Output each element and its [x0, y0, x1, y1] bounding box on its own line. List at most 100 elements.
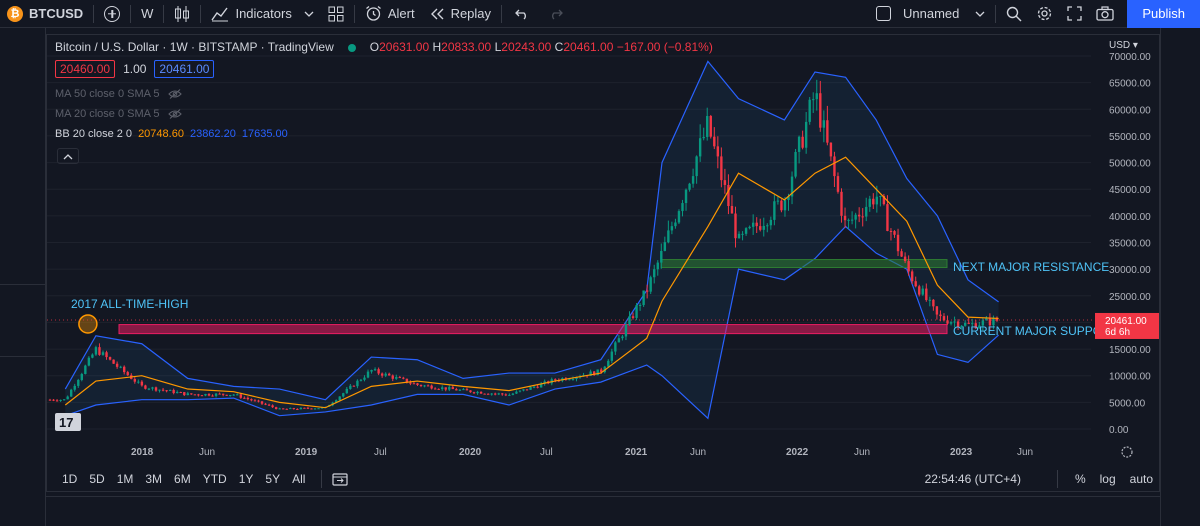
chevron-up-icon [63, 153, 73, 159]
bb-fill [65, 61, 999, 419]
interval-button[interactable]: W [134, 0, 160, 28]
chart-type-button[interactable] [167, 0, 197, 28]
candle-body [211, 395, 214, 397]
divider [1056, 470, 1058, 488]
bb-legend[interactable]: BB 20 close 2 0 20748.60 23862.20 17635.… [55, 128, 288, 140]
undo-button[interactable] [505, 0, 539, 28]
hidden-eye-icon[interactable] [167, 109, 182, 119]
candle-body [349, 385, 352, 389]
symbol-search-button[interactable]: ₿ BTCUSD [0, 0, 90, 28]
range-button[interactable]: All [292, 472, 306, 486]
series-title: Bitcoin / U.S. Dollar · 1W · BITSTAMP · … [55, 40, 334, 54]
tradingview-logo-text: 17 [59, 415, 73, 430]
percent-scale-toggle[interactable]: % [1074, 472, 1086, 486]
candle-body [638, 304, 642, 306]
candle-body [681, 203, 684, 212]
candle-body [172, 389, 175, 394]
buy-button[interactable]: 20461.00 [154, 60, 215, 78]
publish-button[interactable]: Publish [1127, 0, 1200, 28]
candle-body [893, 231, 896, 235]
clock-timezone[interactable]: 22:54:46 (UTC+4) [924, 472, 1021, 486]
time-tick-label: 2022 [786, 447, 809, 458]
candle-body [808, 99, 811, 122]
save-layout-checkbox[interactable] [875, 6, 891, 21]
range-button[interactable]: 1Y [238, 472, 254, 486]
log-scale-toggle[interactable]: log [1099, 472, 1116, 486]
search-button[interactable] [999, 0, 1029, 28]
candle-body [727, 184, 730, 207]
symbol-label: BTCUSD [29, 6, 84, 21]
candle-body [921, 288, 924, 295]
plus-circle-icon [104, 5, 121, 22]
candle-body [338, 396, 341, 401]
ma20-legend[interactable]: MA 20 close 0 SMA 5 [55, 108, 182, 120]
candle-body [140, 381, 144, 386]
candle-body [667, 230, 670, 243]
compare-symbol-button[interactable] [97, 0, 127, 28]
bb-basis-line [64, 156, 999, 409]
divider [353, 4, 355, 23]
candle-body [769, 219, 773, 226]
alert-button[interactable]: Alert [358, 0, 422, 28]
range-button[interactable]: YTD [202, 472, 227, 486]
ath-annotation: 2017 ALL-TIME-HIGH [71, 297, 188, 311]
candle-body [151, 387, 154, 389]
redo-button[interactable] [539, 0, 573, 28]
range-button[interactable]: 5Y [265, 472, 281, 486]
candle-body [278, 408, 281, 410]
support-annotation: CURRENT MAJOR SUPPORT [953, 324, 1119, 338]
candle-body [285, 408, 288, 410]
candle-body [896, 234, 900, 252]
layout-name-button[interactable]: Unnamed [869, 0, 992, 28]
price-chart[interactable]: 2017 ALL-TIME-HIGH NEXT MAJOR RESISTANCE C… [47, 35, 1159, 491]
range-button[interactable]: 6M [174, 472, 191, 486]
templates-button[interactable] [321, 0, 351, 28]
fullscreen-button[interactable] [1060, 0, 1089, 28]
chart-panel[interactable]: 2017 ALL-TIME-HIGH NEXT MAJOR RESISTANCE C… [46, 34, 1160, 492]
candle-body [815, 93, 818, 100]
collapse-legend-button[interactable] [57, 148, 79, 164]
candle-body [137, 381, 140, 383]
candle-body [444, 387, 447, 390]
replay-button[interactable]: Replay [422, 0, 498, 28]
range-button[interactable]: 1M [116, 472, 134, 486]
sell-button[interactable]: 20460.00 [55, 60, 116, 78]
range-button[interactable]: 1D [62, 472, 78, 486]
candle-body [939, 314, 942, 317]
candle-body [66, 396, 69, 400]
candle-body [960, 325, 963, 328]
candle-body [377, 369, 380, 374]
candle-body [384, 373, 387, 376]
auto-scale-toggle[interactable]: auto [1129, 472, 1153, 486]
goto-date-icon[interactable] [332, 472, 349, 486]
candle-body [402, 377, 405, 379]
candle-body [448, 387, 451, 390]
ma50-legend[interactable]: MA 50 close 0 SMA 5 [55, 88, 182, 100]
candle-body [660, 250, 663, 263]
settings-button[interactable] [1029, 0, 1060, 28]
candle-body [543, 381, 546, 384]
candle-body [356, 380, 359, 387]
candle-body [296, 408, 299, 410]
candle-body [843, 215, 847, 221]
candle-body [914, 281, 917, 287]
candle-body [511, 393, 515, 395]
snapshot-button[interactable] [1089, 0, 1121, 28]
candle-body [197, 394, 200, 396]
bb-lower-value: 17635.00 [241, 128, 288, 140]
candle-body [501, 393, 504, 395]
candle-body [352, 385, 356, 387]
candle-body [179, 392, 182, 394]
range-button[interactable]: 3M [145, 472, 163, 486]
price-tick-label: 60000.00 [1109, 105, 1151, 116]
range-button[interactable]: 5D [89, 472, 105, 486]
candle-body [105, 352, 108, 358]
candle-body [568, 379, 571, 381]
indicators-button[interactable]: Indicators [204, 0, 320, 28]
bitcoin-logo-icon: ₿ [7, 5, 23, 22]
time-tick-label: Jul [374, 447, 387, 458]
bb-upper-value: 23862.20 [189, 128, 236, 140]
candle-body [451, 387, 455, 390]
chevron-down-icon [975, 11, 985, 17]
hidden-eye-icon[interactable] [167, 89, 182, 99]
